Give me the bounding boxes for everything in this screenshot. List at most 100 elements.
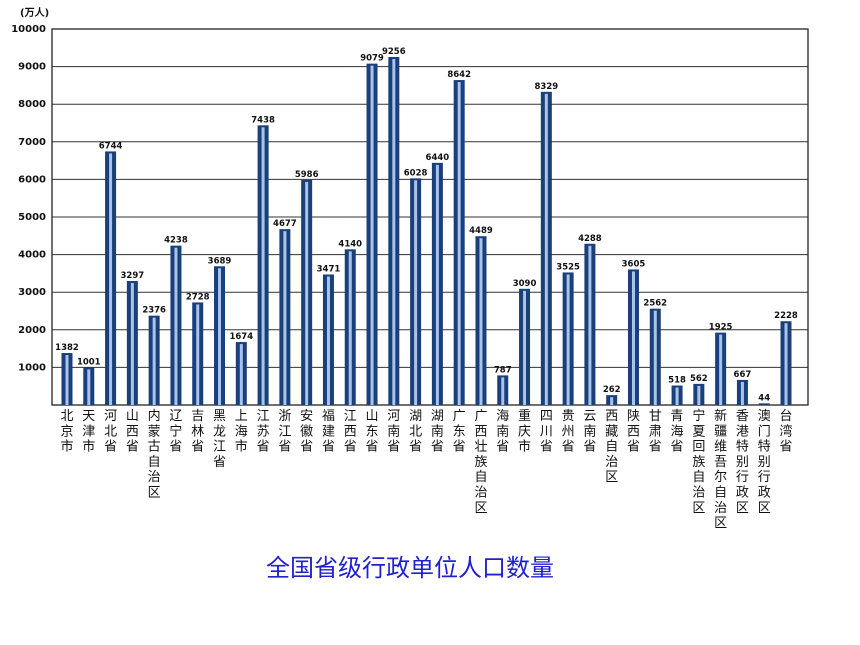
bar-highlight <box>152 317 156 405</box>
data-label: 4238 <box>164 236 188 246</box>
category-label: 辽宁省 <box>169 409 182 455</box>
category-label: 江西省 <box>344 409 357 455</box>
chart-svg: 1000 2000 3000 4000 5000 6000 7000 8000 9000 1000… <box>11 6 809 531</box>
data-label: 8329 <box>534 82 558 92</box>
category-label: 西藏自治区 <box>605 409 618 485</box>
bar-highlight <box>218 268 222 405</box>
y-tick-label: 10000 <box>11 24 46 35</box>
category-label: 北京市 <box>60 409 73 455</box>
bar-highlight <box>653 310 657 405</box>
data-label: 667 <box>734 370 752 380</box>
data-label: 5986 <box>295 170 319 180</box>
bar-highlight <box>196 304 200 405</box>
data-label: 3689 <box>208 256 232 266</box>
data-label: 2376 <box>142 306 166 316</box>
category-label: 内蒙古自治区 <box>148 408 161 501</box>
data-label: 4288 <box>578 234 602 244</box>
category-label: 甘肃省 <box>649 409 662 455</box>
bar-highlight <box>305 181 309 405</box>
data-label: 3471 <box>317 264 341 274</box>
bar-highlight <box>588 245 592 405</box>
data-label: 3090 <box>513 279 537 289</box>
category-label: 上海市 <box>235 409 248 455</box>
bar-highlight <box>239 344 243 405</box>
category-label: 天津市 <box>82 409 95 455</box>
bar-highlight <box>435 164 439 405</box>
bar-highlight <box>392 58 396 406</box>
category-label: 陕西省 <box>627 409 640 455</box>
plot-frame <box>51 28 809 406</box>
y-tick-label: 7000 <box>18 137 46 148</box>
category-label: 宁夏回族自治区 <box>692 408 705 516</box>
bar-highlight <box>326 276 330 405</box>
category-label: 安徽省 <box>300 409 313 455</box>
bar-highlight <box>501 377 505 405</box>
category-label: 海南省 <box>496 409 509 455</box>
data-label: 4489 <box>469 226 493 236</box>
data-label: 787 <box>494 365 512 375</box>
data-label: 4140 <box>338 239 362 249</box>
data-label: 1674 <box>229 332 253 342</box>
bar-highlight <box>130 283 134 405</box>
bar-highlight <box>370 65 374 405</box>
data-label: 2228 <box>774 311 798 321</box>
bar-highlight <box>719 334 723 405</box>
bar-highlight <box>109 153 113 405</box>
data-label: 1382 <box>55 343 79 353</box>
data-label: 8642 <box>447 70 471 80</box>
bar-highlight <box>631 271 635 405</box>
category-label: 贵州省 <box>562 409 575 455</box>
bar-highlight <box>261 127 265 405</box>
category-label: 吉林省 <box>191 409 204 455</box>
category-label: 香港特别行政区 <box>736 409 749 516</box>
bar-highlight <box>479 238 483 405</box>
y-tick-label: 6000 <box>18 174 46 185</box>
category-label: 河南省 <box>387 409 400 455</box>
data-label: 9079 <box>360 54 384 64</box>
category-label: 广西壮族自治区 <box>474 409 487 516</box>
category-label: 广东省 <box>453 409 466 455</box>
bar-highlight <box>784 323 788 405</box>
category-label: 山西省 <box>126 409 139 455</box>
bar <box>758 403 770 405</box>
category-label: 云南省 <box>583 409 596 455</box>
data-label: 6744 <box>99 141 123 151</box>
data-label: 1925 <box>709 323 733 333</box>
y-tick-label: 5000 <box>18 212 46 223</box>
category-label: 湖南省 <box>431 409 444 455</box>
category-label: 台湾省 <box>779 409 792 455</box>
bar-highlight <box>697 385 701 405</box>
bar-highlight <box>174 247 178 405</box>
category-label: 江苏省 <box>257 409 270 455</box>
category-label: 澳门特别行政区 <box>758 408 771 516</box>
data-label: 562 <box>690 374 708 384</box>
bar-highlight <box>566 274 570 405</box>
category-label: 新疆维吾尔自治区 <box>714 408 727 530</box>
population-chart: 1000 2000 3000 4000 5000 6000 7000 8000 9000 1000… <box>11 6 809 531</box>
y-tick-label: 8000 <box>18 99 46 110</box>
data-label: 3525 <box>556 262 580 272</box>
category-label: 重庆市 <box>518 408 531 455</box>
category-label: 湖北省 <box>409 409 422 455</box>
category-label: 浙江省 <box>278 409 291 455</box>
y-tick-label: 3000 <box>18 287 46 298</box>
y-unit-label: (万人) <box>20 6 49 19</box>
y-tick-label: 9000 <box>18 62 46 73</box>
bar-highlight <box>457 82 461 406</box>
data-label: 6028 <box>404 168 428 178</box>
y-tick-label: 4000 <box>18 250 46 261</box>
data-label: 44 <box>758 393 770 403</box>
data-label: 3605 <box>622 259 646 269</box>
category-label: 青海省 <box>671 409 684 455</box>
bar-highlight <box>348 251 352 405</box>
y-tick-label: 1000 <box>18 362 46 373</box>
chart-caption: 全国省级行政单位人口数量 <box>266 554 554 582</box>
data-label: 4677 <box>273 219 297 229</box>
data-label: 9256 <box>382 47 406 57</box>
bar-highlight <box>414 180 418 405</box>
data-label: 1001 <box>77 357 101 367</box>
bar-highlight <box>675 387 679 405</box>
category-label: 山东省 <box>366 409 379 455</box>
data-label: 2562 <box>643 299 667 309</box>
data-label: 2728 <box>186 292 210 302</box>
